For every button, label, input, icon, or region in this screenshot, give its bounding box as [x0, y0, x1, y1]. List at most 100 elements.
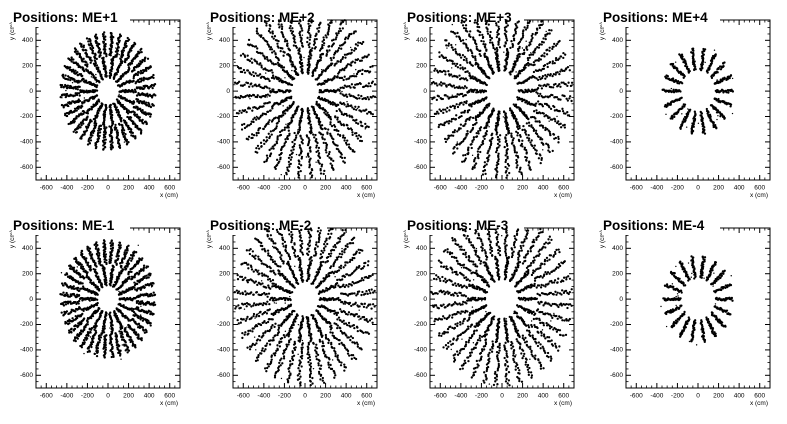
data-point [518, 124, 521, 128]
data-point [312, 133, 315, 136]
data-point [544, 77, 547, 80]
data-point [347, 127, 351, 131]
data-point [323, 138, 326, 141]
data-point-stray [533, 50, 535, 52]
data-point [438, 83, 441, 86]
data-point-stray [125, 70, 127, 73]
data-point [139, 69, 143, 73]
data-point [271, 145, 274, 148]
data-point [476, 25, 479, 29]
data-point [110, 148, 113, 151]
data-point [93, 121, 96, 125]
data-point [507, 164, 511, 167]
data-point [526, 24, 529, 27]
data-point [291, 78, 294, 81]
data-point [354, 47, 358, 51]
data-point [300, 27, 303, 30]
data-point [247, 135, 251, 138]
data-point [504, 154, 507, 157]
data-point [268, 23, 271, 27]
data-point [110, 124, 114, 127]
data-point [104, 35, 107, 38]
data-point [134, 137, 137, 140]
data-point-stray [318, 105, 321, 107]
data-point [367, 53, 370, 56]
data-point [87, 43, 90, 46]
data-point [353, 86, 356, 89]
data-point [462, 26, 466, 30]
data-point [485, 48, 488, 51]
data-point [269, 59, 272, 62]
data-point [89, 42, 93, 45]
data-point-stray [285, 123, 287, 126]
data-point [475, 89, 479, 92]
data-point [335, 62, 338, 65]
data-point-stray [135, 105, 137, 107]
data-point [472, 160, 476, 163]
data-point [276, 158, 279, 161]
data-point [132, 91, 135, 94]
data-point [462, 154, 465, 157]
data-point [535, 102, 538, 105]
data-point [543, 52, 546, 55]
data-point [479, 129, 482, 132]
x-tick-label: -400 [257, 185, 270, 192]
data-point [453, 107, 456, 110]
data-point [526, 26, 529, 29]
data-point [450, 117, 454, 121]
data-point [528, 19, 531, 23]
data-point [239, 70, 243, 73]
data-point [474, 162, 478, 165]
data-point-stray [455, 96, 457, 98]
data-point [298, 144, 301, 147]
data-point [307, 55, 311, 58]
data-point [491, 43, 495, 46]
data-point [139, 132, 143, 135]
data-point [483, 52, 487, 55]
data-point [510, 135, 513, 139]
data-point [154, 94, 157, 97]
data-point [518, 139, 521, 143]
data-point-stray [356, 107, 359, 110]
data-point [444, 73, 447, 76]
y-tick-label: 200 [612, 62, 623, 69]
data-point [550, 29, 553, 32]
data-point [263, 102, 266, 105]
data-point [487, 62, 490, 66]
data-point [527, 134, 530, 137]
data-point [445, 44, 448, 47]
data-point [456, 147, 459, 150]
data-point [109, 106, 112, 109]
data-point [331, 62, 334, 65]
data-point-stray [68, 105, 70, 108]
data-point [279, 148, 283, 152]
data-point-stray [491, 71, 493, 73]
data-point [240, 123, 244, 126]
data-point [117, 45, 120, 49]
data-point [341, 27, 344, 30]
data-point [570, 81, 574, 84]
data-point [441, 82, 445, 85]
data-point [455, 86, 458, 89]
data-point [356, 44, 359, 47]
data-point [536, 78, 540, 81]
data-point [259, 141, 263, 144]
data-point [369, 84, 372, 88]
data-point [285, 173, 288, 176]
data-point [455, 62, 459, 66]
data-point [342, 134, 345, 137]
data-point [315, 150, 318, 154]
data-point [251, 61, 254, 64]
data-point [248, 71, 251, 74]
data-point [542, 143, 545, 146]
data-point [559, 85, 562, 88]
data-point [341, 19, 344, 22]
data-point [504, 158, 508, 162]
data-point-stray [491, 69, 494, 71]
data-point [455, 114, 458, 117]
data-point [306, 71, 309, 74]
data-point [61, 74, 64, 77]
data-point [436, 94, 439, 97]
data-point [551, 149, 554, 153]
data-point [91, 51, 94, 55]
